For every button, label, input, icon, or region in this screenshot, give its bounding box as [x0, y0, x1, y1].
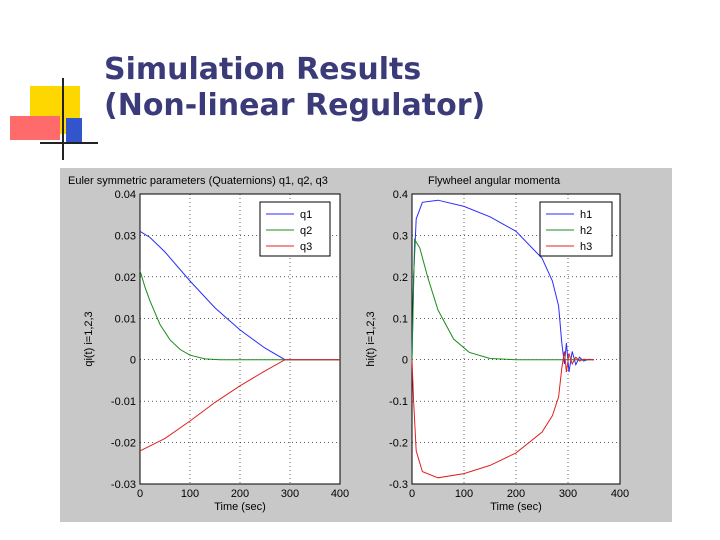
legend-box — [259, 201, 331, 257]
y-axis-label: hi(t) i=1,2,3 — [365, 311, 377, 366]
chart-title: Euler symmetric parameters (Quaternions)… — [68, 175, 328, 187]
x-tick-label: 400 — [331, 488, 349, 500]
y-tick-label: 0.3 — [393, 230, 408, 242]
y-tick-label: 0.2 — [393, 272, 408, 284]
series-line-h2 — [411, 237, 594, 361]
x-tick-label: 300 — [281, 488, 299, 500]
x-tick-label: 100 — [455, 488, 473, 500]
legend-label-h2: h2 — [580, 225, 592, 237]
deco-red-block — [10, 116, 60, 140]
series-line-h3 — [411, 351, 594, 479]
y-tick-label: 0.1 — [393, 313, 408, 325]
series-line-q2 — [139, 270, 340, 361]
x-tick-label: 0 — [137, 488, 143, 500]
deco-vertical-line — [62, 78, 64, 160]
x-tick-label: 0 — [409, 488, 415, 500]
y-tick-label: -0.1 — [389, 396, 408, 408]
legend-box — [539, 201, 613, 257]
chart-title: Flywheel angular momenta — [428, 175, 561, 187]
x-tick-label: 300 — [559, 488, 577, 500]
legend-label-h3: h3 — [580, 241, 592, 253]
series-line-q3 — [139, 359, 340, 452]
y-tick-label: -0.2 — [389, 438, 408, 450]
x-axis-label: Time (sec) — [214, 501, 266, 513]
y-tick-label: -0.03 — [111, 479, 136, 491]
y-tick-label: 0.4 — [393, 189, 408, 201]
legend: q1 q2 q3 — [259, 201, 331, 257]
legend-label-q1: q1 — [300, 209, 312, 221]
y-tick-label: -0.3 — [389, 479, 408, 491]
figure-panel: 0 100 200 300 400 0.04 0.03 0.02 0.01 0 -0.01 -0.02… — [60, 168, 672, 522]
y-tick-label: 0.01 — [115, 313, 136, 325]
slide-title-line1: Simulation Results — [104, 52, 422, 87]
x-tick-label: 400 — [611, 488, 629, 500]
x-tick-label: 100 — [181, 488, 199, 500]
x-tick-label: 200 — [231, 488, 249, 500]
slide-title-line2: (Non-linear Regulator) — [104, 88, 486, 123]
figure-svg: 0 100 200 300 400 0.04 0.03 0.02 0.01 0 -0.01 -0.02… — [68, 175, 629, 513]
legend-label-q3: q3 — [300, 241, 312, 253]
chart-1: 0 100 200 300 400 0.04 0.03 0.02 0.01 0 -0.01 -0.02… — [68, 175, 349, 513]
y-tick-label: -0.02 — [111, 438, 136, 450]
legend-label-q2: q2 — [300, 225, 312, 237]
y-tick-label: 0.04 — [115, 189, 136, 201]
slide-title: Simulation Results (Non-linear Regulator… — [104, 52, 485, 124]
legend: h1 h2 h3 — [539, 201, 613, 257]
y-tick-label: 0.02 — [115, 272, 136, 284]
deco-blue-block — [66, 118, 82, 144]
y-axis-label: qi(t) i=1,2,3 — [83, 311, 95, 366]
x-tick-label: 200 — [507, 488, 525, 500]
x-axis-label: Time (sec) — [490, 501, 542, 513]
deco-horizontal-line — [40, 142, 98, 144]
y-tick-label: 0 — [402, 355, 408, 367]
y-tick-label: 0.03 — [115, 230, 136, 242]
legend-label-h1: h1 — [580, 209, 592, 221]
y-tick-label: -0.01 — [111, 396, 136, 408]
chart-2: 0 100 200 300 400 0.4 0.3 0.2 0.1 0 -0.1 -0.2 -0.3 Fl… — [365, 175, 629, 513]
y-tick-label: 0 — [130, 355, 136, 367]
